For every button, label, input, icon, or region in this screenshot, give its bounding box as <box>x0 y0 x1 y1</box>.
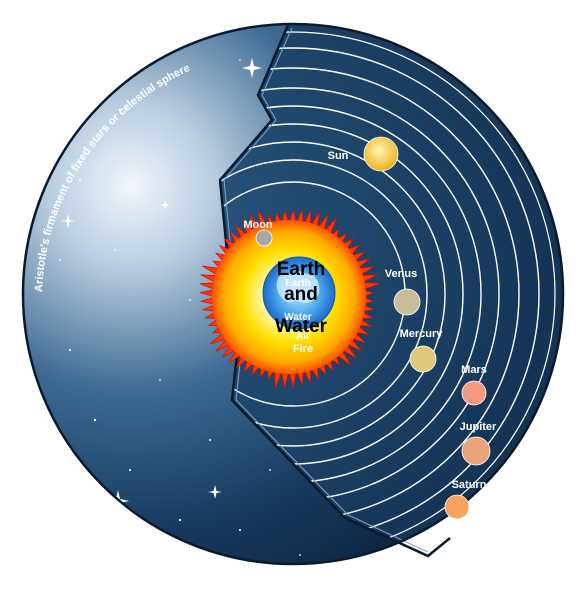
earth-label: Earth <box>285 278 311 289</box>
jupiter-label: Jupiter <box>460 421 497 433</box>
water-label: Water <box>284 312 312 323</box>
mars-label: Mars <box>461 364 487 376</box>
core-title-line2: and <box>284 284 318 305</box>
mercury-label: Mercury <box>400 328 444 340</box>
core-title-line1: Earth <box>277 259 326 280</box>
venus-body <box>393 288 421 316</box>
moon-label: Moon <box>243 219 273 231</box>
mars-body <box>461 380 487 406</box>
earth-landmass <box>276 271 320 303</box>
saturn-label: Saturn <box>452 479 487 491</box>
earth-water-globe <box>262 256 336 330</box>
sun-label: Sun <box>328 150 349 162</box>
celestial-bodies: Moon Sun Venus Mercury Mars Jupiter Satu… <box>243 136 497 520</box>
jupiter-body <box>461 436 491 466</box>
sun-body <box>363 136 399 172</box>
saturn-body <box>444 494 470 520</box>
venus-label: Venus <box>385 268 417 280</box>
mercury-body <box>409 345 437 373</box>
sphere-rim <box>21 22 565 566</box>
moon-body <box>255 229 273 247</box>
fire-label: Fire <box>293 343 313 355</box>
core-title-line3: Water <box>275 316 328 337</box>
air-label: Air <box>296 331 310 342</box>
